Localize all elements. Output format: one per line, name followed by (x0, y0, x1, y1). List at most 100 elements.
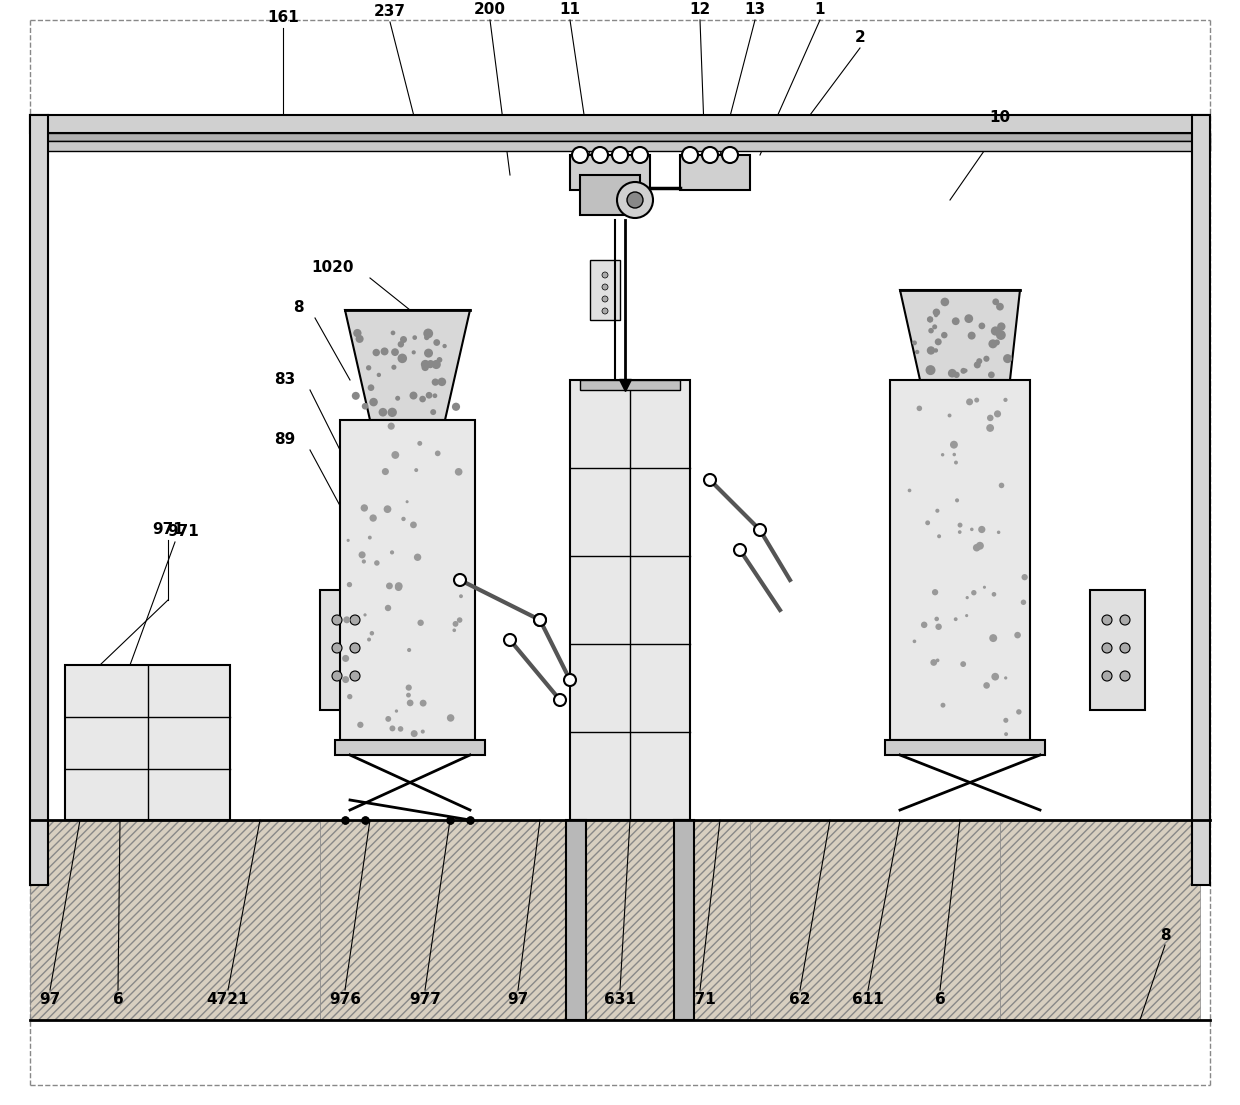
Circle shape (601, 308, 608, 314)
Circle shape (388, 422, 394, 430)
Bar (30, 115, 1210, 133)
Circle shape (992, 298, 999, 305)
Circle shape (392, 451, 399, 459)
Circle shape (443, 344, 446, 348)
Circle shape (926, 346, 935, 355)
Bar (999, 820, 1200, 1020)
Circle shape (966, 596, 968, 599)
Bar (680, 155, 750, 190)
Circle shape (954, 618, 957, 621)
Text: 1020: 1020 (311, 261, 355, 275)
Circle shape (405, 693, 410, 697)
Circle shape (975, 398, 980, 402)
Bar (590, 260, 620, 320)
Circle shape (384, 604, 392, 611)
Circle shape (394, 582, 403, 590)
Circle shape (935, 617, 939, 621)
Circle shape (991, 673, 999, 681)
Circle shape (997, 323, 1006, 330)
Circle shape (1003, 398, 1008, 402)
Bar (580, 175, 640, 215)
Circle shape (988, 339, 997, 348)
Circle shape (370, 631, 374, 635)
Circle shape (407, 699, 413, 706)
Circle shape (973, 544, 981, 551)
Circle shape (398, 341, 404, 348)
Circle shape (410, 522, 417, 528)
Circle shape (383, 505, 392, 513)
Circle shape (929, 328, 934, 334)
Circle shape (409, 391, 418, 400)
Circle shape (932, 325, 937, 329)
Circle shape (396, 396, 401, 401)
Circle shape (978, 526, 986, 533)
Text: 2: 2 (854, 31, 866, 45)
Bar (890, 380, 1030, 740)
Text: 971: 971 (153, 523, 184, 537)
Circle shape (936, 659, 940, 662)
Circle shape (632, 147, 649, 164)
Text: 161: 161 (267, 11, 299, 25)
Text: 611: 611 (852, 992, 884, 1008)
Circle shape (996, 330, 1006, 340)
Text: 971: 971 (167, 525, 198, 539)
Circle shape (941, 297, 949, 306)
Circle shape (935, 338, 941, 346)
Circle shape (503, 634, 516, 646)
Circle shape (370, 398, 378, 407)
Circle shape (997, 530, 1001, 534)
Circle shape (921, 622, 928, 628)
Circle shape (722, 147, 738, 164)
Circle shape (601, 296, 608, 302)
Circle shape (453, 621, 459, 627)
Text: 62: 62 (789, 992, 811, 1008)
Circle shape (915, 350, 919, 354)
Bar (1192, 115, 1210, 885)
Circle shape (987, 414, 993, 421)
Circle shape (350, 615, 360, 625)
Circle shape (1120, 615, 1130, 625)
Circle shape (1003, 718, 1008, 723)
Circle shape (976, 358, 982, 365)
Text: 237: 237 (374, 4, 405, 20)
Circle shape (394, 709, 398, 713)
Text: 97: 97 (507, 992, 528, 1008)
Circle shape (405, 501, 409, 503)
Circle shape (361, 504, 368, 512)
Circle shape (934, 348, 939, 352)
Circle shape (1102, 615, 1112, 625)
Circle shape (405, 684, 412, 691)
Circle shape (332, 671, 342, 681)
Circle shape (754, 524, 766, 536)
Circle shape (1004, 676, 1007, 680)
Circle shape (932, 308, 940, 316)
Circle shape (391, 330, 396, 335)
Circle shape (377, 372, 381, 377)
Circle shape (372, 349, 379, 356)
Bar (335, 740, 485, 755)
Circle shape (935, 508, 940, 513)
Bar (340, 420, 475, 740)
Circle shape (1120, 643, 1130, 653)
Bar (320, 590, 374, 711)
Circle shape (930, 659, 937, 666)
Circle shape (1102, 643, 1112, 653)
Text: 11: 11 (559, 2, 580, 18)
Circle shape (389, 726, 396, 732)
Circle shape (1022, 573, 1028, 580)
Circle shape (418, 441, 423, 445)
Circle shape (1102, 671, 1112, 681)
Circle shape (424, 348, 433, 358)
Circle shape (928, 317, 934, 323)
Circle shape (420, 729, 425, 734)
Circle shape (343, 617, 350, 623)
Circle shape (934, 313, 939, 317)
Circle shape (973, 361, 981, 368)
Bar (30, 133, 1210, 141)
Text: 10: 10 (990, 110, 1011, 126)
Circle shape (428, 362, 433, 368)
Circle shape (368, 536, 372, 539)
Circle shape (983, 682, 990, 688)
Circle shape (947, 413, 951, 418)
Circle shape (414, 554, 422, 561)
